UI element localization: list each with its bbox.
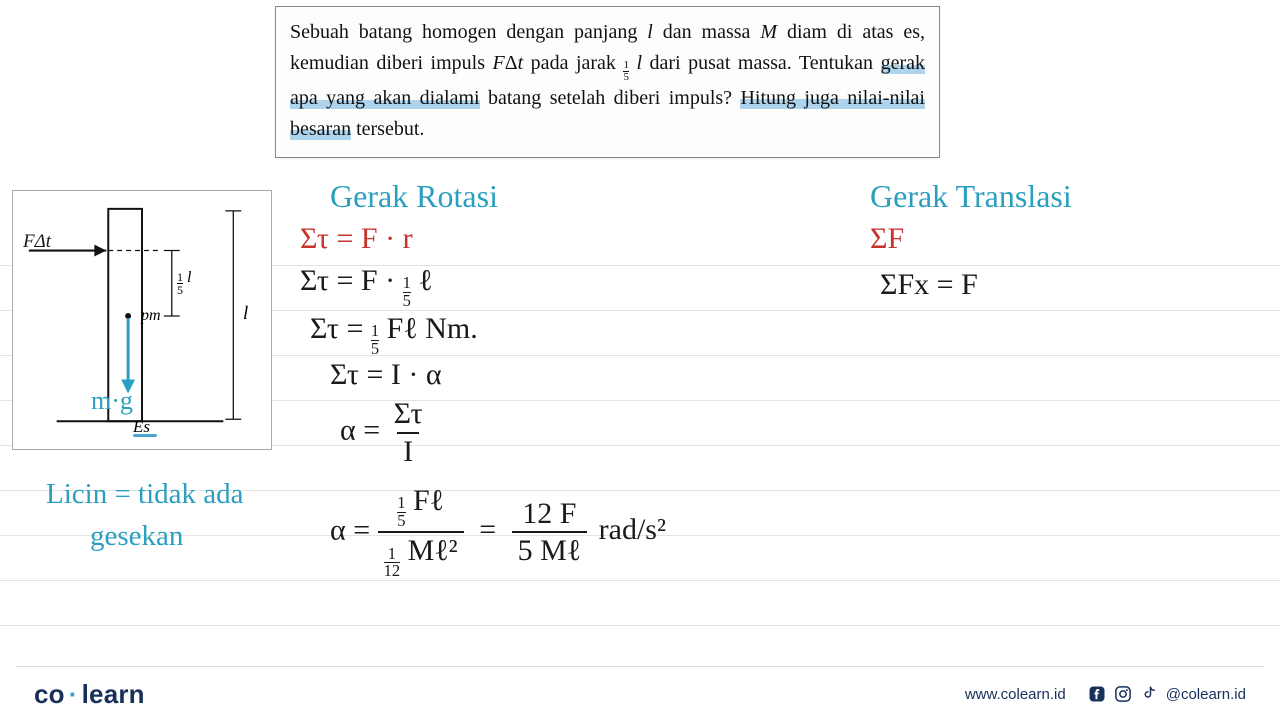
- footer-handle[interactable]: @colearn.id: [1166, 686, 1246, 703]
- footer: co·learn www.colearn.id @colearn.id: [0, 672, 1280, 716]
- translasi-l1: ΣF: [870, 222, 904, 256]
- problem-statement: Sebuah batang homogen dengan panjang l d…: [275, 6, 940, 158]
- rotasi-l2: Στ = F · 15 ℓ: [300, 264, 433, 309]
- footer-divider: [16, 666, 1264, 667]
- alpha2-den2: 5 Mℓ: [512, 531, 588, 567]
- alpha2-unit: rad/s²: [595, 513, 666, 546]
- rotasi-l1: Στ = F · r: [300, 222, 413, 256]
- rotasi-l6: α = 15 Fℓ 112 Mℓ² = 12 F 5 Mℓ rad/s²: [330, 485, 666, 580]
- alpha-eq-den: I: [397, 432, 419, 468]
- brand-learn: learn: [82, 679, 145, 709]
- brand-co: co: [34, 679, 65, 709]
- facebook-icon[interactable]: [1088, 685, 1106, 703]
- diagram-label-pm: pm: [141, 307, 161, 325]
- alpha2-eq: =: [471, 513, 504, 546]
- note-licin-2: gesekan: [90, 520, 183, 553]
- alpha2-den1: 112 Mℓ²: [378, 531, 464, 579]
- rotasi-l3: Στ = 15 Fℓ Nm.: [310, 312, 478, 357]
- rule-line: [0, 625, 1280, 626]
- note-licin-1: Licin = tidak ada: [46, 478, 244, 511]
- alpha2-label: α =: [330, 513, 370, 546]
- diagram-label-force: FΔt: [23, 231, 51, 253]
- instagram-icon[interactable]: [1114, 685, 1132, 703]
- tiktok-icon[interactable]: [1140, 685, 1158, 703]
- title-translasi: Gerak Translasi: [870, 178, 1072, 215]
- alpha2-num2: 12 F: [516, 498, 582, 532]
- rule-line: [0, 580, 1280, 581]
- diagram: FΔt 15 l l pm m·g Es: [12, 190, 272, 450]
- footer-social: @colearn.id: [1088, 685, 1246, 703]
- problem-text: Sebuah batang homogen dengan panjang l d…: [290, 21, 925, 140]
- es-underline: [133, 434, 157, 437]
- footer-url[interactable]: www.colearn.id: [965, 686, 1066, 703]
- diagram-label-mg: m·g: [91, 386, 133, 416]
- title-rotasi: Gerak Rotasi: [330, 178, 498, 215]
- translasi-l2: ΣFx = F: [880, 268, 978, 302]
- alpha-eq-label: α =: [340, 413, 380, 446]
- diagram-label-l: l: [243, 303, 248, 325]
- rotasi-l5: α = Στ I: [340, 398, 429, 467]
- rotasi-l4: Στ = I · α: [330, 358, 442, 392]
- brand-logo: co·learn: [34, 679, 145, 710]
- alpha-eq-num: Στ: [388, 398, 429, 432]
- brand-dot: ·: [65, 679, 82, 709]
- alpha2-num1: 15 Fℓ: [391, 485, 450, 531]
